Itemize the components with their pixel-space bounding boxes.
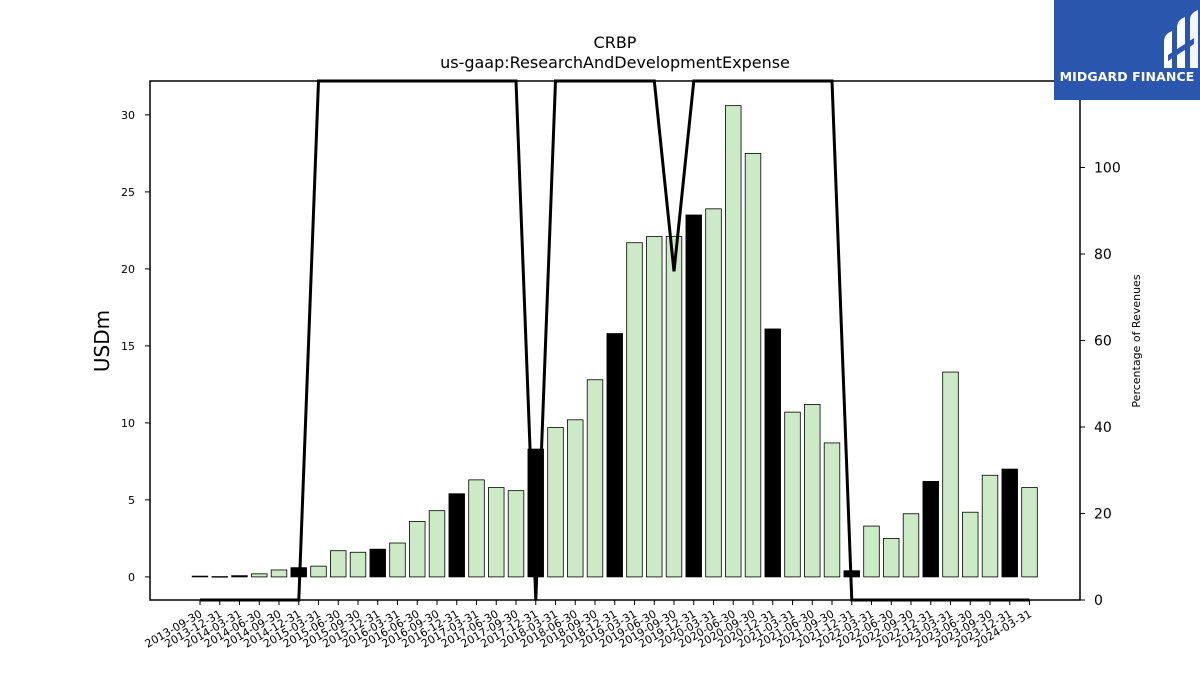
bar-2019-06-30	[646, 236, 663, 578]
bar-2019-12-31	[685, 214, 702, 578]
bar-2013-12-31	[211, 576, 228, 578]
y2-tick-label: 40	[1094, 420, 1112, 436]
bar-2020-03-31	[705, 208, 722, 578]
y2-axis-label: Percentage of Revenues	[1130, 274, 1143, 407]
bar-2021-03-31	[784, 411, 801, 578]
y-tick-label: 20	[121, 263, 135, 276]
bar-2022-06-30	[883, 537, 900, 578]
y-tick-label: 25	[121, 186, 135, 199]
bar-2022-12-31	[922, 481, 939, 578]
bar-2016-09-30	[428, 510, 446, 578]
bars-group	[191, 105, 1038, 578]
logo-text: MIDGARD FINANCE	[1059, 69, 1195, 84]
bar-2015-03-31	[310, 565, 327, 578]
bar-2022-03-31	[863, 525, 880, 578]
y-tick-label: 0	[128, 571, 135, 584]
y2-tick-label: 60	[1094, 334, 1112, 350]
bar-2013-09-30	[191, 575, 209, 578]
bar-2021-09-30	[823, 442, 841, 578]
bar-2015-12-31	[369, 548, 386, 578]
y2-tick-label: 0	[1094, 593, 1103, 609]
bar-2019-03-31	[626, 242, 643, 578]
y-axis-label: USDm	[90, 310, 114, 372]
chart-title: CRBP	[594, 33, 637, 52]
y-tick-label: 5	[128, 494, 135, 507]
bar-2018-12-31	[606, 333, 623, 578]
bar-2015-09-30	[349, 551, 367, 578]
y2-tick-label: 20	[1094, 507, 1112, 523]
bar-2024-03-31	[1021, 487, 1038, 578]
bar-2015-06-30	[330, 550, 347, 578]
bar-2014-06-30	[251, 573, 268, 578]
bar-2020-06-30	[725, 105, 742, 578]
bar-2016-06-30	[409, 521, 426, 578]
chart-subtitle: us-gaap:ResearchAndDevelopmentExpense	[440, 53, 790, 72]
bar-2018-09-30	[586, 379, 604, 578]
logo-mark-icon	[1164, 10, 1198, 68]
bar-2023-09-30	[981, 474, 999, 578]
y2-tick-label: 80	[1094, 247, 1112, 263]
bar-2016-12-31	[448, 493, 465, 578]
bar-2023-03-31	[942, 371, 959, 578]
bar-2017-09-30	[507, 490, 525, 578]
y-tick-label: 15	[121, 340, 135, 353]
bar-2018-06-30	[567, 419, 584, 578]
axes-group: 0510152025300204060801002013-09-302013-1…	[121, 109, 1121, 651]
bar-2023-06-30	[962, 511, 979, 578]
bar-2020-12-31	[764, 328, 781, 578]
y2-tick-label: 100	[1094, 161, 1121, 177]
y-tick-label: 10	[121, 417, 135, 430]
bar-2017-06-30	[488, 487, 505, 578]
bar-2014-03-31	[231, 575, 248, 578]
bar-2017-03-31	[468, 479, 485, 578]
bar-2016-03-31	[389, 542, 406, 578]
bar-2014-09-30	[270, 569, 288, 578]
bar-2018-03-31	[547, 427, 564, 578]
bar-2019-09-30	[665, 236, 683, 578]
bar-2021-06-30	[804, 404, 821, 578]
y-tick-label: 30	[121, 109, 135, 122]
plot-frame	[149, 80, 1081, 601]
bar-2022-09-30	[902, 513, 920, 578]
bar-2020-09-30	[744, 152, 762, 578]
bar-2023-12-31	[1001, 468, 1018, 578]
brand-logo: MIDGARD FINANCE	[1054, 0, 1200, 100]
